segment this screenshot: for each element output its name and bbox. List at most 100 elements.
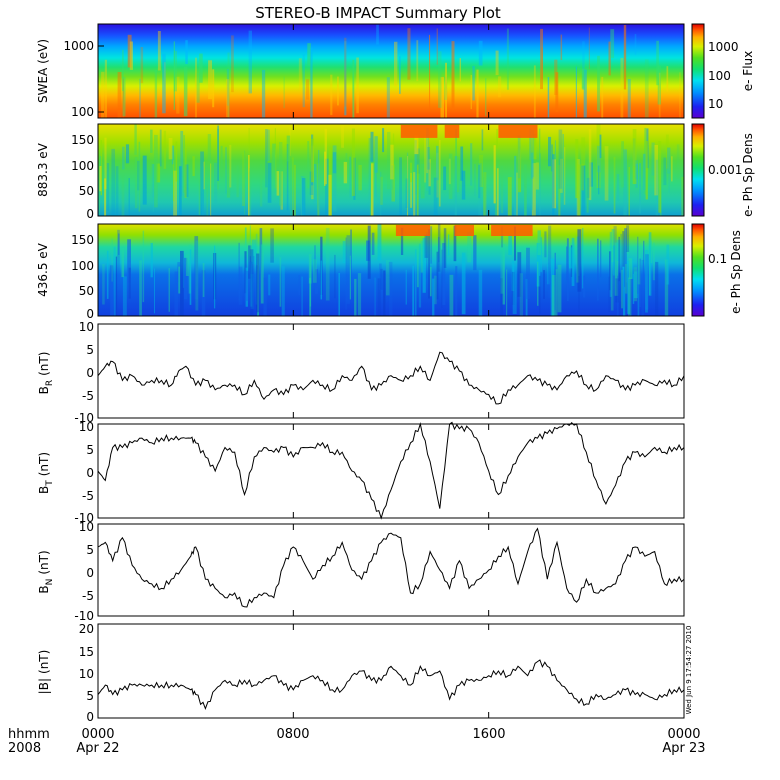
spectrogram-streak [649,248,651,295]
spectrogram-streak [655,261,659,316]
spectrogram-streak [508,235,512,255]
pad883-panel [97,123,685,217]
spectrogram-streak [214,162,218,206]
spectrogram-streak [548,225,552,298]
spectrogram-streak [301,276,303,316]
spectrogram-streak [476,69,479,118]
spectrogram-streak [226,79,230,117]
spectrogram-streak [656,40,659,86]
spectrogram-streak [664,259,669,316]
bmag-ytick-label: 10 [79,667,94,681]
spectrogram-streak [214,245,216,309]
spectrogram-streak [353,157,356,200]
spectrogram-streak [461,170,466,200]
spectrogram-streak [633,271,638,299]
bt-yticks: 10 5 0 -5 -10 [74,420,94,525]
spectrogram-streak [386,77,390,118]
spectrogram-streak [99,166,102,192]
spectrogram-streak [501,226,503,248]
spectrogram-streak [438,51,442,108]
spectrogram-streak [179,166,182,216]
spectrogram-streak [478,40,483,66]
spectrogram-streak [357,273,362,316]
spectrogram-streak [581,165,586,216]
x-tick-marks [97,24,685,718]
spectrogram-streak [142,230,145,303]
pad436-texture [102,224,670,316]
spectrogram-streak [200,151,204,216]
spectrogram-streak [244,270,249,301]
spectrogram-streak [337,76,339,106]
spectrogram-streak [436,145,439,181]
spectrogram-streak [514,226,516,261]
high-flux-block [395,225,431,236]
spectrogram-streak [345,153,348,175]
bn-ytick-label: 5 [86,543,94,557]
spectrogram-streak [634,34,637,56]
spectrogram-streak [533,65,536,118]
spectrogram-streak [154,134,158,208]
spectrogram-streak [349,156,351,198]
spectrogram-streak [596,124,601,188]
spectrogram-streak [121,173,125,216]
swea-cb-tick: 100 [708,69,731,83]
spectrogram-streak [283,76,285,109]
spectrogram-streak [173,170,177,216]
spectrogram-streak [110,265,114,316]
spectrogram-streak [134,156,138,209]
spectrogram-streak [399,157,402,216]
pad883-ytick-label: 0 [86,207,94,221]
spectrogram-streak [483,172,487,216]
spectrogram-streak [437,224,441,272]
swea-cb-tick: 10 [708,97,723,111]
spectrogram-streak [106,250,109,299]
spectrogram-streak [416,164,419,216]
bt-panel: 10 5 0 -5 -10 BT (nT) [37,420,685,525]
spectrogram-streak [217,125,219,181]
spectrogram-streak [442,243,446,305]
spectrogram-streak [346,235,351,304]
spectrogram-streak [220,145,223,177]
spectrogram-streak [185,40,188,64]
spectrogram-streak [139,78,141,118]
spectrogram-streak [302,178,306,216]
spectrogram-streak [248,30,252,94]
spectrogram-streak [657,65,661,105]
spectrogram-streak [99,164,100,215]
spectrogram-streak [344,41,347,116]
spectrogram-streak [152,164,155,212]
spectrogram-streak [248,155,250,216]
spectrogram-streak [626,261,630,314]
spectrogram-streak [226,176,231,198]
spectrogram-streak [399,56,401,94]
spectrogram-streak [196,72,200,103]
spectrogram-streak [608,41,611,76]
spectrogram-streak [122,276,127,316]
spectrogram-streak [427,147,430,170]
spectrogram-streak [540,237,542,272]
spectrogram-streak [121,247,125,278]
pad436-ytick-label: 50 [79,284,94,298]
spectrogram-streak [173,50,177,92]
spectrogram-streak [140,47,144,84]
spectrogram-streak [448,153,453,199]
spectrogram-streak [429,266,432,297]
spectrogram-streak [309,257,312,307]
spectrogram-streak [436,152,439,198]
spectrogram-streak [438,236,440,263]
spectrogram-streak [470,75,472,110]
spectrogram-streak [562,134,564,200]
spectrogram-streak [474,163,476,196]
swea-ytick-label: 100 [71,105,94,119]
spectrogram-streak [639,258,641,307]
spectrogram-streak [526,247,530,299]
spectrogram-streak [531,163,536,216]
swea-cb-tick: 1000 [708,40,739,54]
spectrogram-streak [210,163,212,216]
spectrogram-streak [406,152,409,213]
spectrogram-streak [414,140,417,195]
bt-ytick-label: 5 [86,443,94,457]
spectrogram-streak [183,66,188,117]
bn-ylabel-main: B [37,585,51,593]
spectrogram-streak [628,258,633,279]
